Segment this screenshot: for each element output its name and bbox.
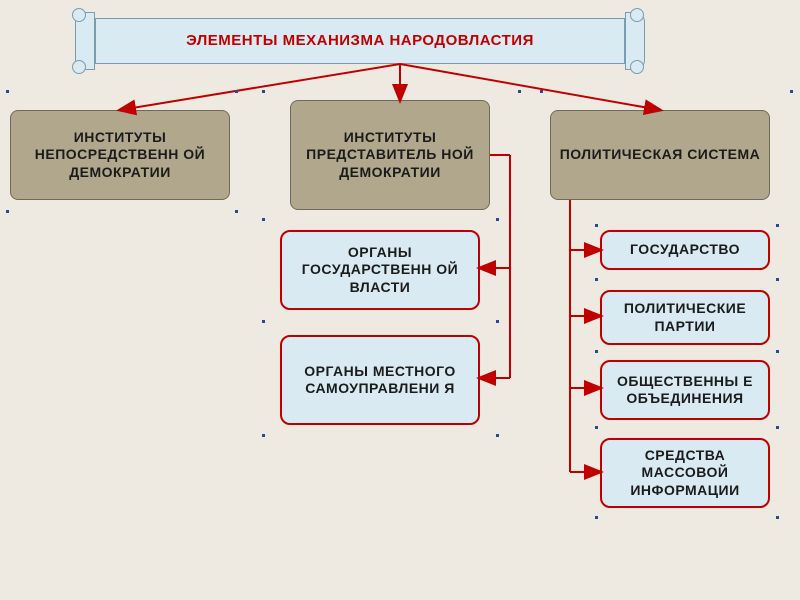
sub-mass-media: СРЕДСТВА МАССОВОЙ ИНФОРМАЦИИ bbox=[600, 438, 770, 508]
sub-political-parties: ПОЛИТИЧЕСКИЕ ПАРТИИ bbox=[600, 290, 770, 345]
corner-dot bbox=[6, 210, 9, 213]
corner-dot bbox=[262, 218, 265, 221]
scroll-curl-tl bbox=[72, 8, 86, 22]
corner-dot bbox=[595, 426, 598, 429]
sub-label: СРЕДСТВА МАССОВОЙ ИНФОРМАЦИИ bbox=[610, 447, 760, 500]
corner-dot bbox=[776, 350, 779, 353]
corner-dot bbox=[496, 218, 499, 221]
sub-state: ГОСУДАРСТВО bbox=[600, 230, 770, 270]
branch-representative-democracy: ИНСТИТУТЫ ПРЕДСТАВИТЕЛЬ НОЙ ДЕМОКРАТИИ bbox=[290, 100, 490, 210]
corner-dot bbox=[540, 90, 543, 93]
sub-public-associations: ОБЩЕСТВЕННЫ Е ОБЪЕДИНЕНИЯ bbox=[600, 360, 770, 420]
sub-state-authorities: ОРГАНЫ ГОСУДАРСТВЕНН ОЙ ВЛАСТИ bbox=[280, 230, 480, 310]
sub-label: ОРГАНЫ МЕСТНОГО САМОУПРАВЛЕНИ Я bbox=[290, 363, 470, 398]
corner-dot bbox=[235, 210, 238, 213]
title-banner: ЭЛЕМЕНТЫ МЕХАНИЗМА НАРОДОВЛАСТИЯ bbox=[95, 18, 625, 64]
corner-dot bbox=[595, 516, 598, 519]
corner-dot bbox=[790, 90, 793, 93]
corner-dot bbox=[595, 224, 598, 227]
corner-dot bbox=[262, 320, 265, 323]
corner-dot bbox=[262, 434, 265, 437]
branch-label: ПОЛИТИЧЕСКАЯ СИСТЕМА bbox=[560, 146, 761, 164]
corner-dot bbox=[262, 90, 265, 93]
sub-label: ОРГАНЫ ГОСУДАРСТВЕНН ОЙ ВЛАСТИ bbox=[290, 244, 470, 297]
corner-dot bbox=[496, 320, 499, 323]
scroll-curl-bl bbox=[72, 60, 86, 74]
title-text: ЭЛЕМЕНТЫ МЕХАНИЗМА НАРОДОВЛАСТИЯ bbox=[186, 32, 534, 51]
corner-dot bbox=[496, 434, 499, 437]
scroll-curl-br bbox=[630, 60, 644, 74]
branch-direct-democracy: ИНСТИТУТЫ НЕПОСРЕДСТВЕНН ОЙ ДЕМОКРАТИИ bbox=[10, 110, 230, 200]
branch-label: ИНСТИТУТЫ НЕПОСРЕДСТВЕНН ОЙ ДЕМОКРАТИИ bbox=[19, 129, 221, 182]
sub-local-government: ОРГАНЫ МЕСТНОГО САМОУПРАВЛЕНИ Я bbox=[280, 335, 480, 425]
corner-dot bbox=[595, 278, 598, 281]
corner-dot bbox=[6, 90, 9, 93]
branch-political-system: ПОЛИТИЧЕСКАЯ СИСТЕМА bbox=[550, 110, 770, 200]
corner-dot bbox=[776, 278, 779, 281]
corner-dot bbox=[518, 90, 521, 93]
sub-label: ОБЩЕСТВЕННЫ Е ОБЪЕДИНЕНИЯ bbox=[610, 373, 760, 408]
corner-dot bbox=[776, 516, 779, 519]
corner-dot bbox=[776, 426, 779, 429]
sub-label: ГОСУДАРСТВО bbox=[630, 241, 740, 259]
sub-label: ПОЛИТИЧЕСКИЕ ПАРТИИ bbox=[610, 300, 760, 335]
scroll-curl-tr bbox=[630, 8, 644, 22]
corner-dot bbox=[776, 224, 779, 227]
corner-dot bbox=[235, 90, 238, 93]
branch-label: ИНСТИТУТЫ ПРЕДСТАВИТЕЛЬ НОЙ ДЕМОКРАТИИ bbox=[299, 129, 481, 182]
corner-dot bbox=[595, 350, 598, 353]
